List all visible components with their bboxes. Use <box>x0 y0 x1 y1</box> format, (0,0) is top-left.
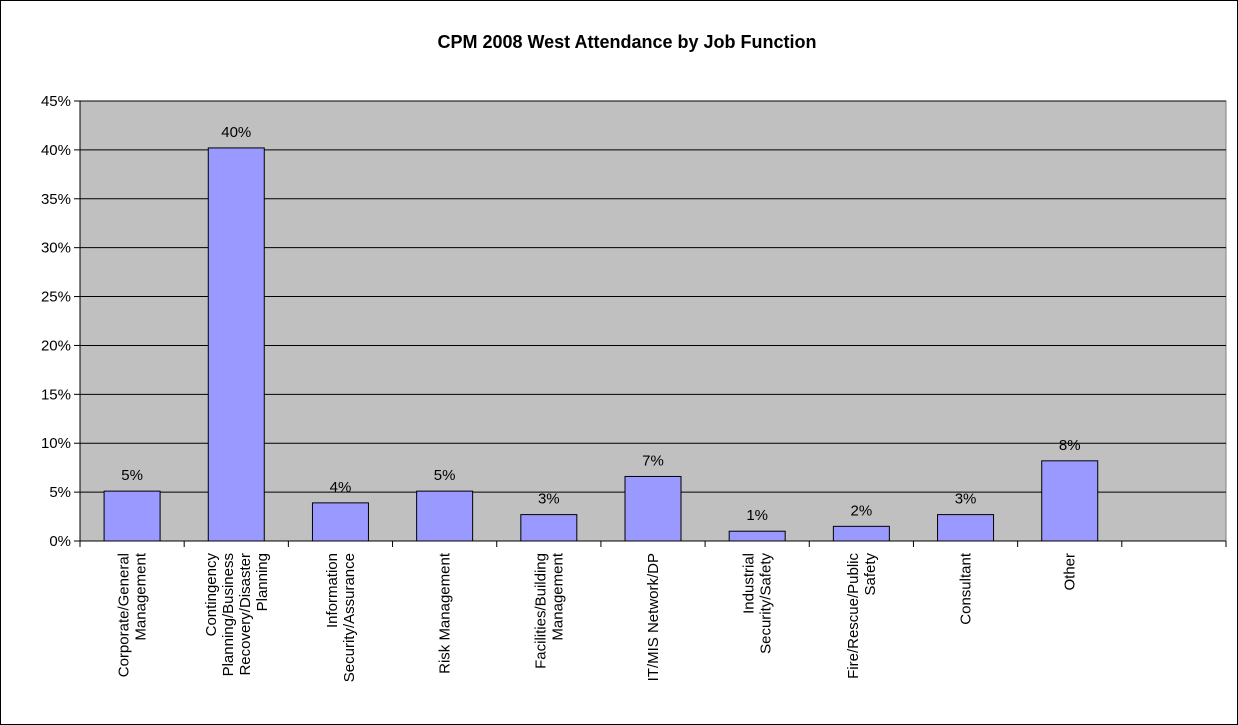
bars <box>103 147 1099 542</box>
bar <box>937 514 995 542</box>
y-tick-label: 35% <box>41 191 71 208</box>
y-tick-label: 5% <box>49 484 71 501</box>
category-label: Facilities/Building Management <box>532 552 566 669</box>
category-label-line: Consultant <box>958 552 975 625</box>
bar <box>624 475 682 542</box>
data-label: 2% <box>851 502 873 519</box>
data-label: 4% <box>330 479 352 496</box>
data-labels: 5% 40% 4% 5% 3% 7% 1% 2% 3% 8% <box>121 124 1080 524</box>
data-label: 5% <box>121 467 143 484</box>
category-label-line: Management <box>133 552 150 640</box>
category-label-line: Industrial <box>741 553 758 614</box>
bar <box>416 490 474 542</box>
category-labels: Corporate/General Management Contingency Pl… <box>116 552 1079 682</box>
bar <box>520 514 578 542</box>
y-tick-label: 40% <box>41 142 71 159</box>
plot-area <box>79 100 1227 542</box>
bar <box>1041 460 1099 542</box>
bar <box>207 147 265 542</box>
category-label: Industrial Security/Safety <box>741 553 775 654</box>
category-label-line: Contingency <box>203 553 220 637</box>
y-tick-label: 0% <box>49 533 71 550</box>
y-axis-ticks: 0% 5% 10% 15% 20% 25% 30% 35% 40% 45% <box>41 93 81 550</box>
category-label: Fire/Rescue/Public Safety <box>845 553 879 679</box>
category-label-line: Corporate/General <box>116 553 133 677</box>
data-label: 3% <box>955 491 977 508</box>
y-tick-label: 20% <box>41 337 71 354</box>
data-label: 8% <box>1059 437 1081 454</box>
data-label: 3% <box>538 491 560 508</box>
category-label-line: Planning/Business <box>220 553 237 676</box>
y-tick-label: 15% <box>41 386 71 403</box>
category-label-line: Information <box>324 553 341 628</box>
category-label-line: Risk Management <box>437 552 454 674</box>
category-label-line: Management <box>549 552 566 640</box>
category-label: Consultant <box>958 552 975 625</box>
category-label-line: Other <box>1062 553 1079 591</box>
category-label: Risk Management <box>437 552 454 674</box>
data-label: 1% <box>746 507 768 524</box>
bar <box>311 502 369 542</box>
category-label-line: Fire/Rescue/Public <box>845 553 862 679</box>
y-tick-label: 10% <box>41 435 71 452</box>
x-axis <box>79 540 1227 547</box>
y-tick-label: 45% <box>41 93 71 110</box>
data-label: 7% <box>642 452 664 469</box>
category-label: Other <box>1062 553 1079 591</box>
category-label: Information Security/Assurance <box>324 553 358 682</box>
chart-title: CPM 2008 West Attendance by Job Function <box>437 32 816 52</box>
bar <box>832 525 890 542</box>
category-label: Corporate/General Management <box>116 552 150 677</box>
category-label-line: Recovery/Disaster <box>237 553 254 676</box>
bar <box>728 530 786 542</box>
category-label: Contingency Planning/Business Recovery/Dis… <box>203 553 271 677</box>
category-label-line: Safety <box>862 553 879 596</box>
category-label-line: Facilities/Building <box>532 553 549 669</box>
gridlines <box>80 100 1226 493</box>
category-label-line: IT/MIS Network/DP <box>645 553 662 681</box>
category-label-line: Security/Assurance <box>341 553 358 682</box>
category-label-line: Planning <box>254 553 271 611</box>
category-label-line: Security/Safety <box>758 553 775 654</box>
data-label: 40% <box>221 124 251 141</box>
y-tick-label: 25% <box>41 289 71 306</box>
bar <box>103 490 161 542</box>
y-tick-label: 30% <box>41 240 71 257</box>
data-label: 5% <box>434 467 456 484</box>
category-label: IT/MIS Network/DP <box>645 553 662 681</box>
